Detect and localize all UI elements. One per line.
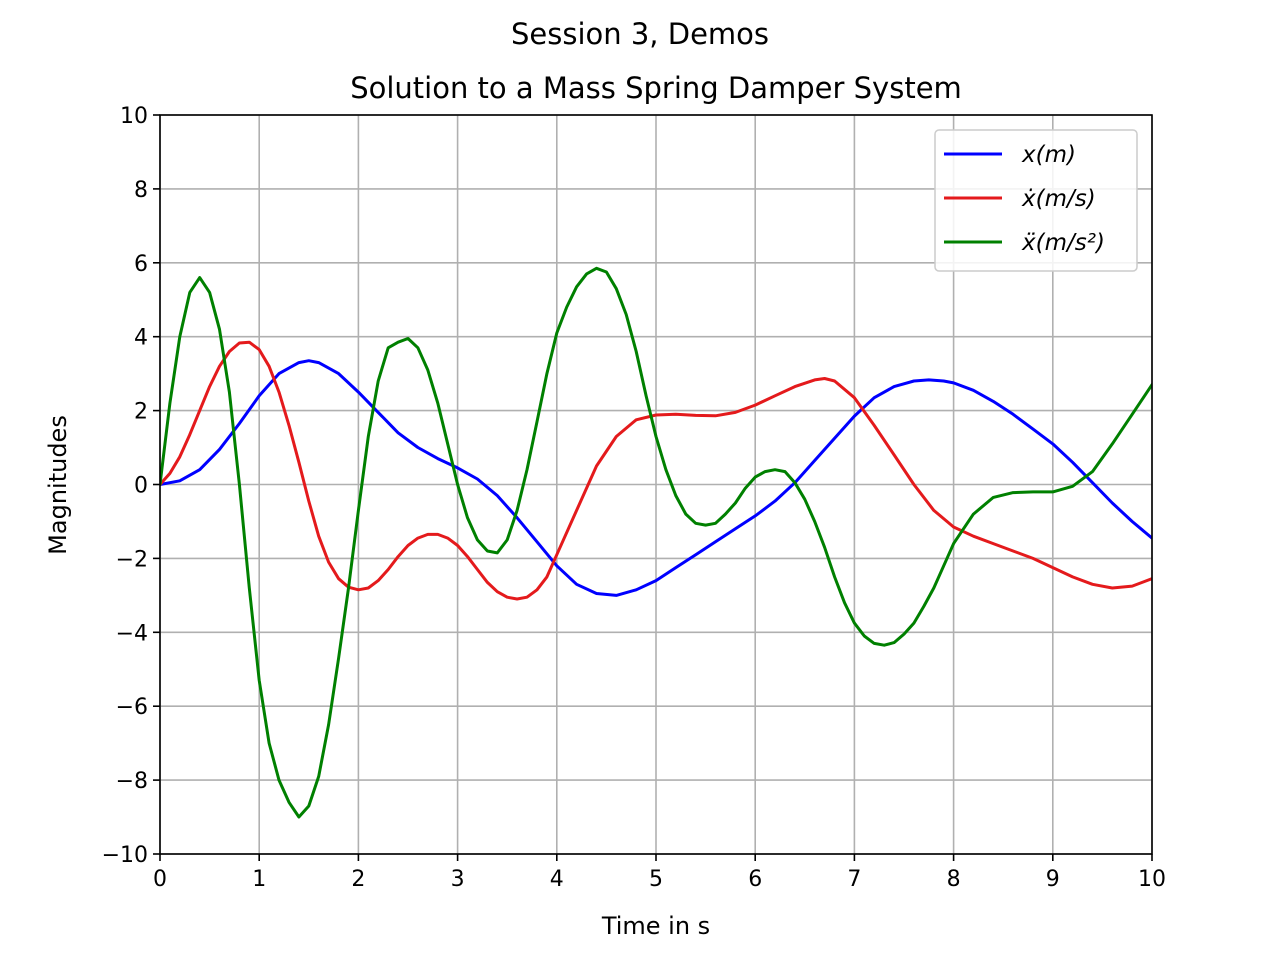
legend-label-1: ẋ(m/s)	[1021, 186, 1096, 212]
chart-title: Solution to a Mass Spring Damper System	[350, 71, 962, 105]
y-tick-label: 2	[134, 400, 148, 425]
y-tick-label: −6	[116, 695, 148, 720]
legend-label-0: x(m)	[1021, 142, 1076, 168]
x-tick-label: 9	[1046, 867, 1060, 892]
y-tick-label: 8	[134, 178, 148, 203]
y-tick-label: −4	[116, 621, 148, 646]
y-tick-label: −2	[116, 547, 148, 572]
x-axis-ticks: 0 1 2 3 4 5 6 7 8 9 10	[153, 854, 1166, 892]
x-tick-label: 6	[748, 867, 762, 892]
y-axis-label: Magnitudes	[44, 415, 72, 555]
legend-label-2: ẍ(m/s²)	[1021, 230, 1105, 256]
series-line-2	[160, 266, 1152, 819]
x-tick-label: 7	[847, 867, 861, 892]
y-tick-label: 0	[134, 474, 148, 499]
y-axis-ticks: −10 −8 −6 −4 −2 0 2 4 6 8 10	[102, 104, 160, 868]
y-tick-label: −10	[102, 843, 148, 868]
y-tick-label: −8	[116, 769, 148, 794]
x-tick-label: 2	[351, 867, 365, 892]
x-tick-label: 1	[252, 867, 266, 892]
y-tick-label: 4	[134, 326, 148, 351]
legend: x(m) ẋ(m/s) ẍ(m/s²)	[934, 129, 1138, 272]
x-tick-label: 3	[451, 867, 465, 892]
x-tick-label: 5	[649, 867, 663, 892]
series-line-1	[160, 340, 1152, 601]
series-group	[160, 266, 1152, 819]
chart-suptitle: Session 3, Demos	[511, 17, 769, 51]
x-tick-label: 0	[153, 867, 167, 892]
series-line-0	[160, 359, 1152, 597]
plot-frame	[159, 114, 1153, 855]
x-axis-label: Time in s	[601, 912, 710, 940]
y-tick-label: 10	[120, 104, 148, 129]
x-tick-label: 8	[947, 867, 961, 892]
y-tick-label: 6	[134, 252, 148, 277]
legend-box	[934, 129, 1138, 272]
x-tick-label: 10	[1138, 867, 1166, 892]
x-tick-label: 4	[550, 867, 564, 892]
